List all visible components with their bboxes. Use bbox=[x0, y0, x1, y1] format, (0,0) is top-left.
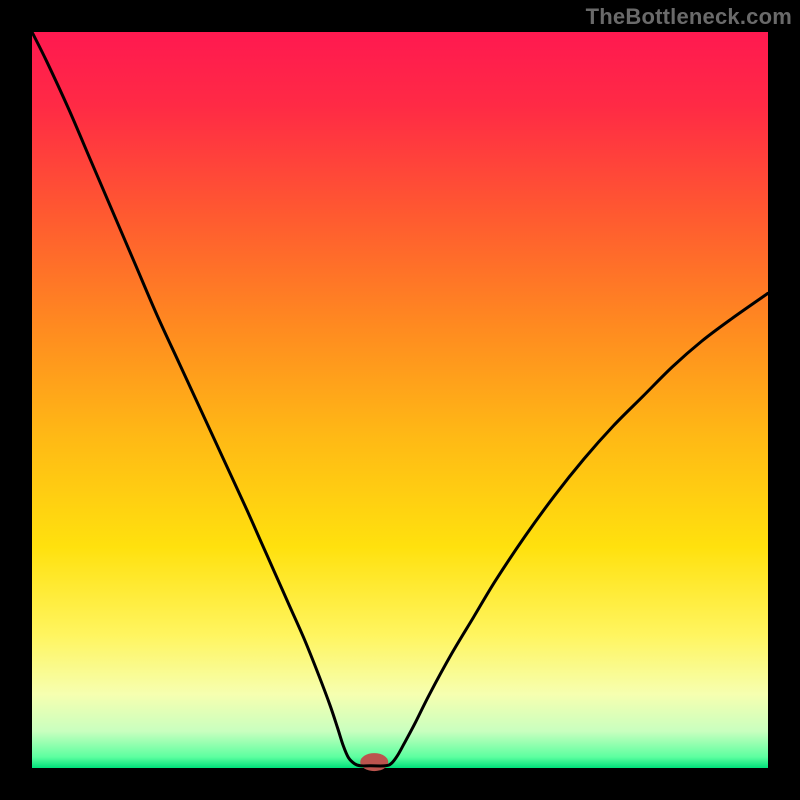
gradient-plot-area bbox=[32, 32, 768, 768]
optimal-point-marker bbox=[360, 753, 388, 771]
bottleneck-chart bbox=[0, 0, 800, 800]
watermark-text: TheBottleneck.com bbox=[586, 4, 792, 30]
